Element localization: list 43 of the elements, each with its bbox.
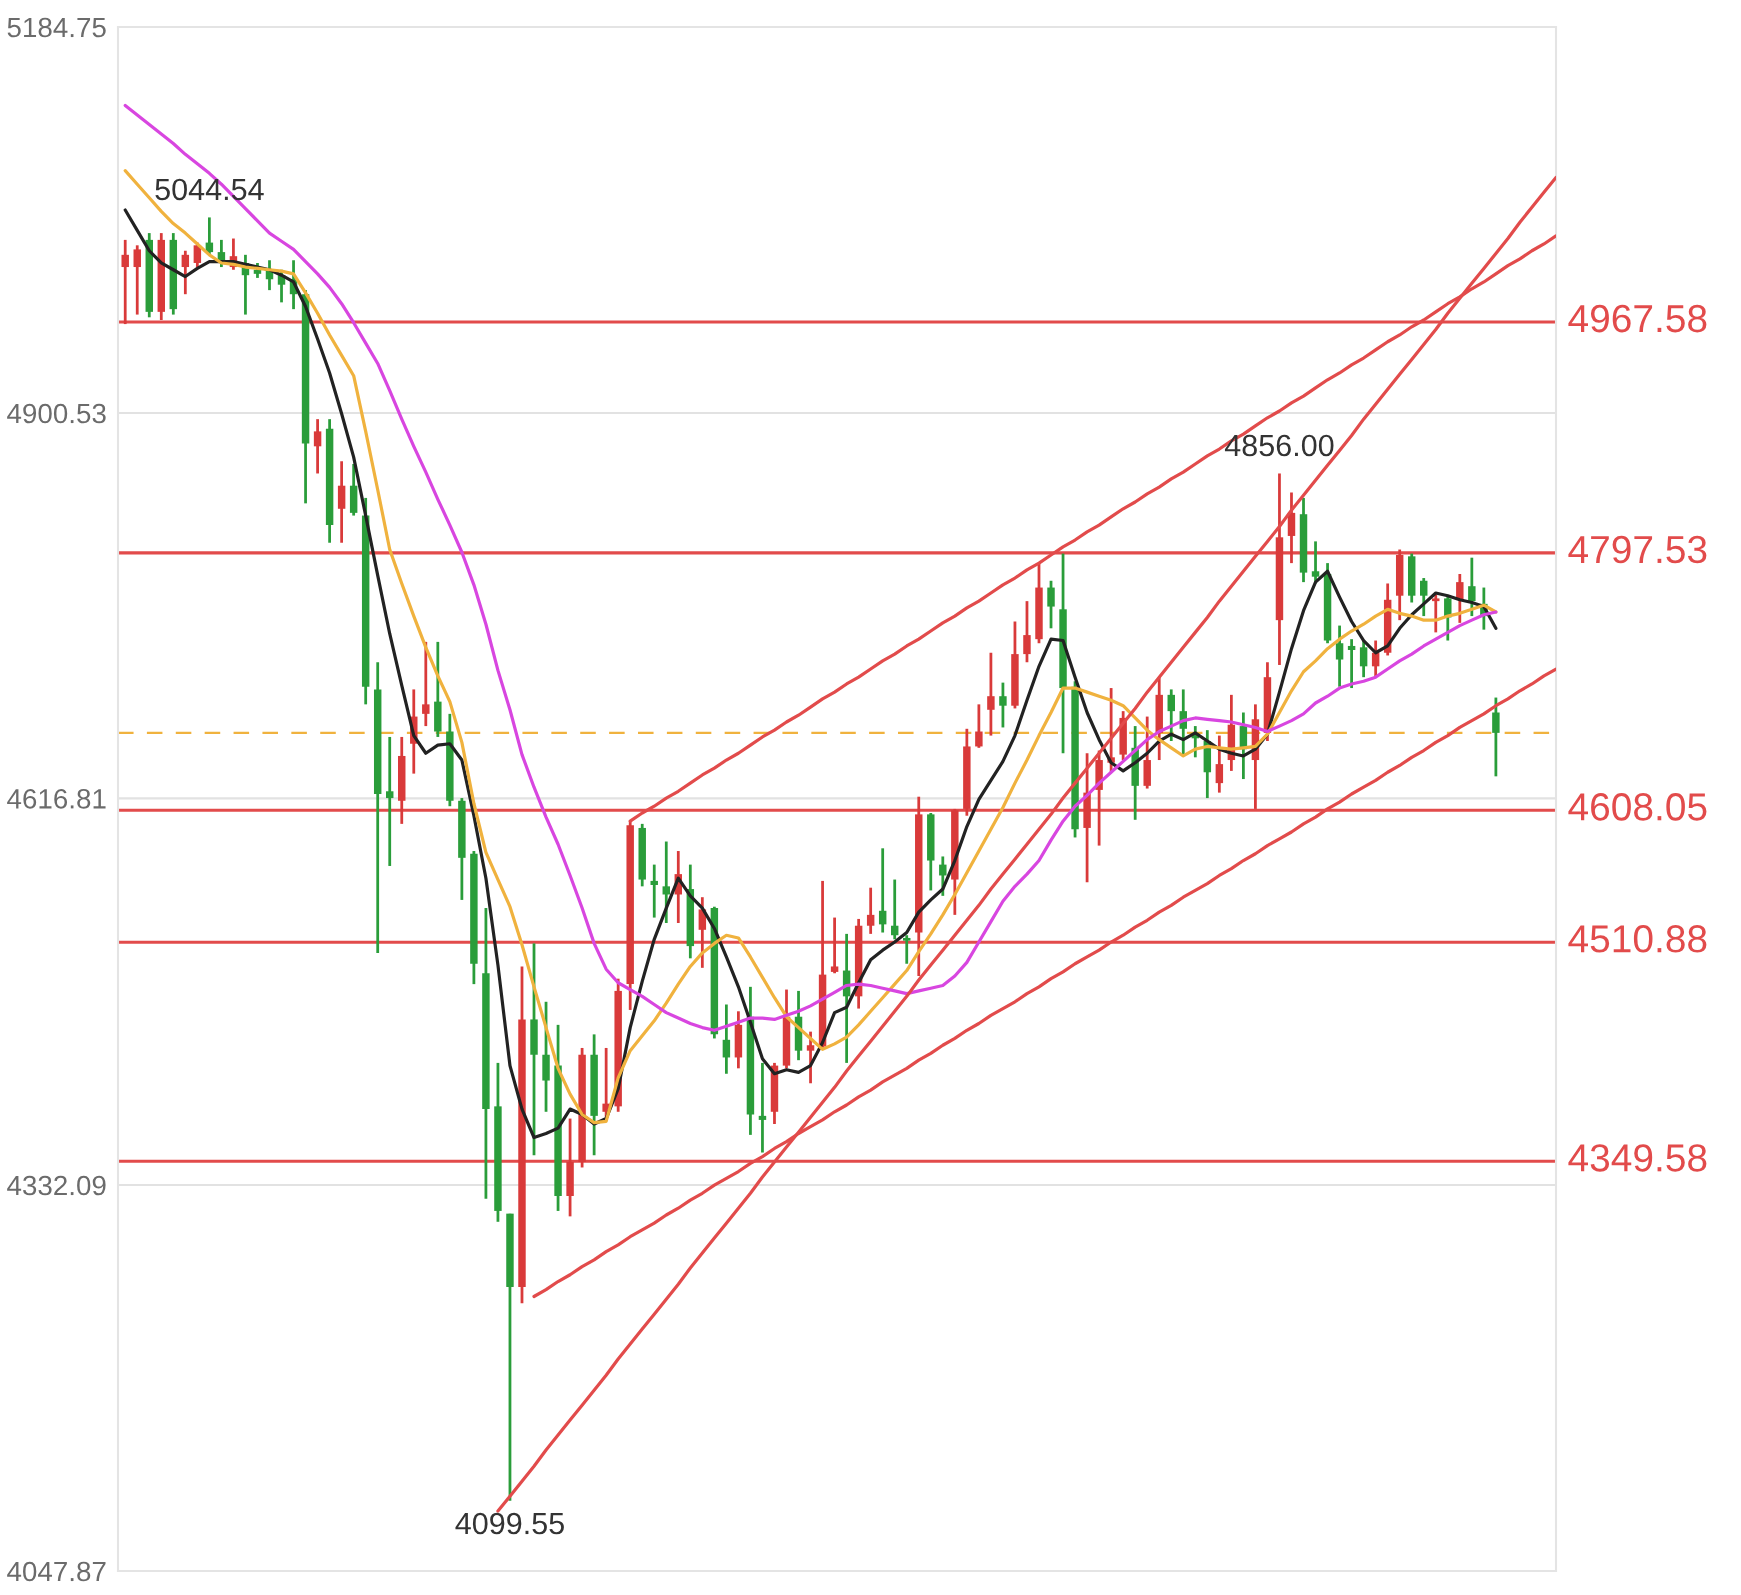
candlestick bbox=[987, 651, 995, 737]
ref-line-label: 4797.53 bbox=[1568, 535, 1707, 564]
candlestick bbox=[1432, 592, 1440, 634]
candlestick bbox=[181, 249, 190, 296]
candlestick bbox=[830, 916, 839, 975]
candlestick bbox=[1420, 576, 1428, 618]
candlestick bbox=[975, 702, 983, 750]
candlestick bbox=[133, 243, 141, 316]
ref-line-label: 4608.05 bbox=[1568, 793, 1707, 821]
candlestick bbox=[1468, 556, 1476, 618]
ref-line-label: 4967.58 bbox=[1568, 304, 1707, 333]
y-tick-label: 5184.75 bbox=[7, 17, 106, 38]
candlestick bbox=[1492, 696, 1500, 778]
candlestick bbox=[1335, 624, 1344, 689]
ref-line-label: 4349.58 bbox=[1568, 1144, 1707, 1172]
candlestick bbox=[1347, 637, 1356, 690]
ref-line-label: 4510.88 bbox=[1568, 925, 1707, 953]
candlestick bbox=[1215, 734, 1224, 795]
candlestick bbox=[758, 1061, 767, 1154]
candlestick bbox=[386, 735, 394, 868]
candlestick bbox=[313, 417, 322, 475]
y-tick-label: 4616.81 bbox=[7, 788, 106, 809]
candlestick bbox=[121, 238, 129, 326]
candlestick bbox=[337, 459, 346, 545]
y-tick-label: 4900.53 bbox=[7, 403, 106, 424]
candlestick bbox=[422, 640, 430, 728]
candlestick bbox=[939, 855, 947, 898]
line-series bbox=[123, 103, 1498, 1032]
candlestick bbox=[903, 933, 911, 966]
y-tick-label: 4332.09 bbox=[7, 1175, 106, 1196]
candlestick bbox=[722, 1003, 731, 1076]
candlestick bbox=[1047, 579, 1055, 630]
candlestick bbox=[1167, 688, 1175, 743]
y-tick-label: 4047.87 bbox=[7, 1561, 106, 1582]
candlestick bbox=[650, 863, 658, 919]
annotation: 4856.00 bbox=[1224, 434, 1334, 457]
candlestick bbox=[662, 840, 670, 925]
candlestick bbox=[1023, 599, 1031, 664]
candlestick bbox=[999, 681, 1007, 729]
candlestick bbox=[1359, 639, 1368, 679]
annotation: 4099.55 bbox=[455, 1512, 564, 1535]
candlestick bbox=[878, 846, 887, 934]
candlestick bbox=[866, 886, 875, 936]
